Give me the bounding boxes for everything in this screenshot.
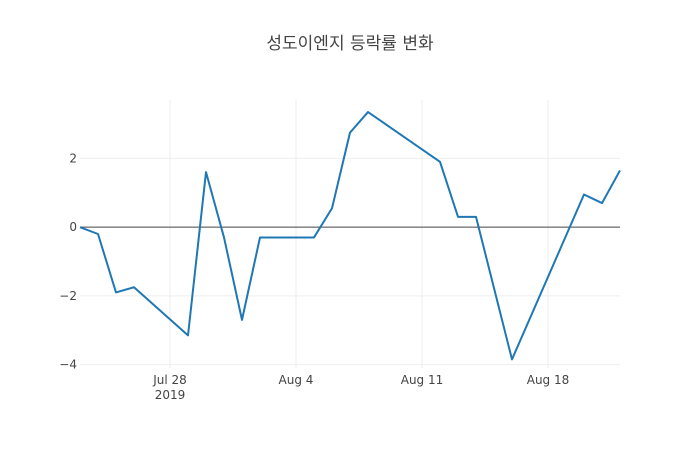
y-tick-label: −2 bbox=[59, 289, 77, 303]
grid-layer bbox=[80, 100, 620, 368]
x-tick-label: Aug 4 bbox=[279, 373, 314, 387]
series-layer bbox=[80, 112, 620, 359]
y-tick-label: −4 bbox=[59, 358, 77, 372]
y-axis-ticks: 2 0 −2 −4 bbox=[59, 151, 77, 371]
x-tick-label: Aug 11 bbox=[401, 373, 444, 387]
x-tick-label: Aug 18 bbox=[527, 373, 570, 387]
y-tick-label: 0 bbox=[69, 220, 77, 234]
y-tick-label: 2 bbox=[69, 151, 77, 165]
series-line bbox=[80, 112, 620, 359]
x-tick-label: Jul 28 bbox=[152, 373, 187, 387]
chart-title: 성도이엔지 등락률 변화 bbox=[266, 34, 434, 54]
x-tick-sublabel: 2019 bbox=[155, 388, 186, 402]
